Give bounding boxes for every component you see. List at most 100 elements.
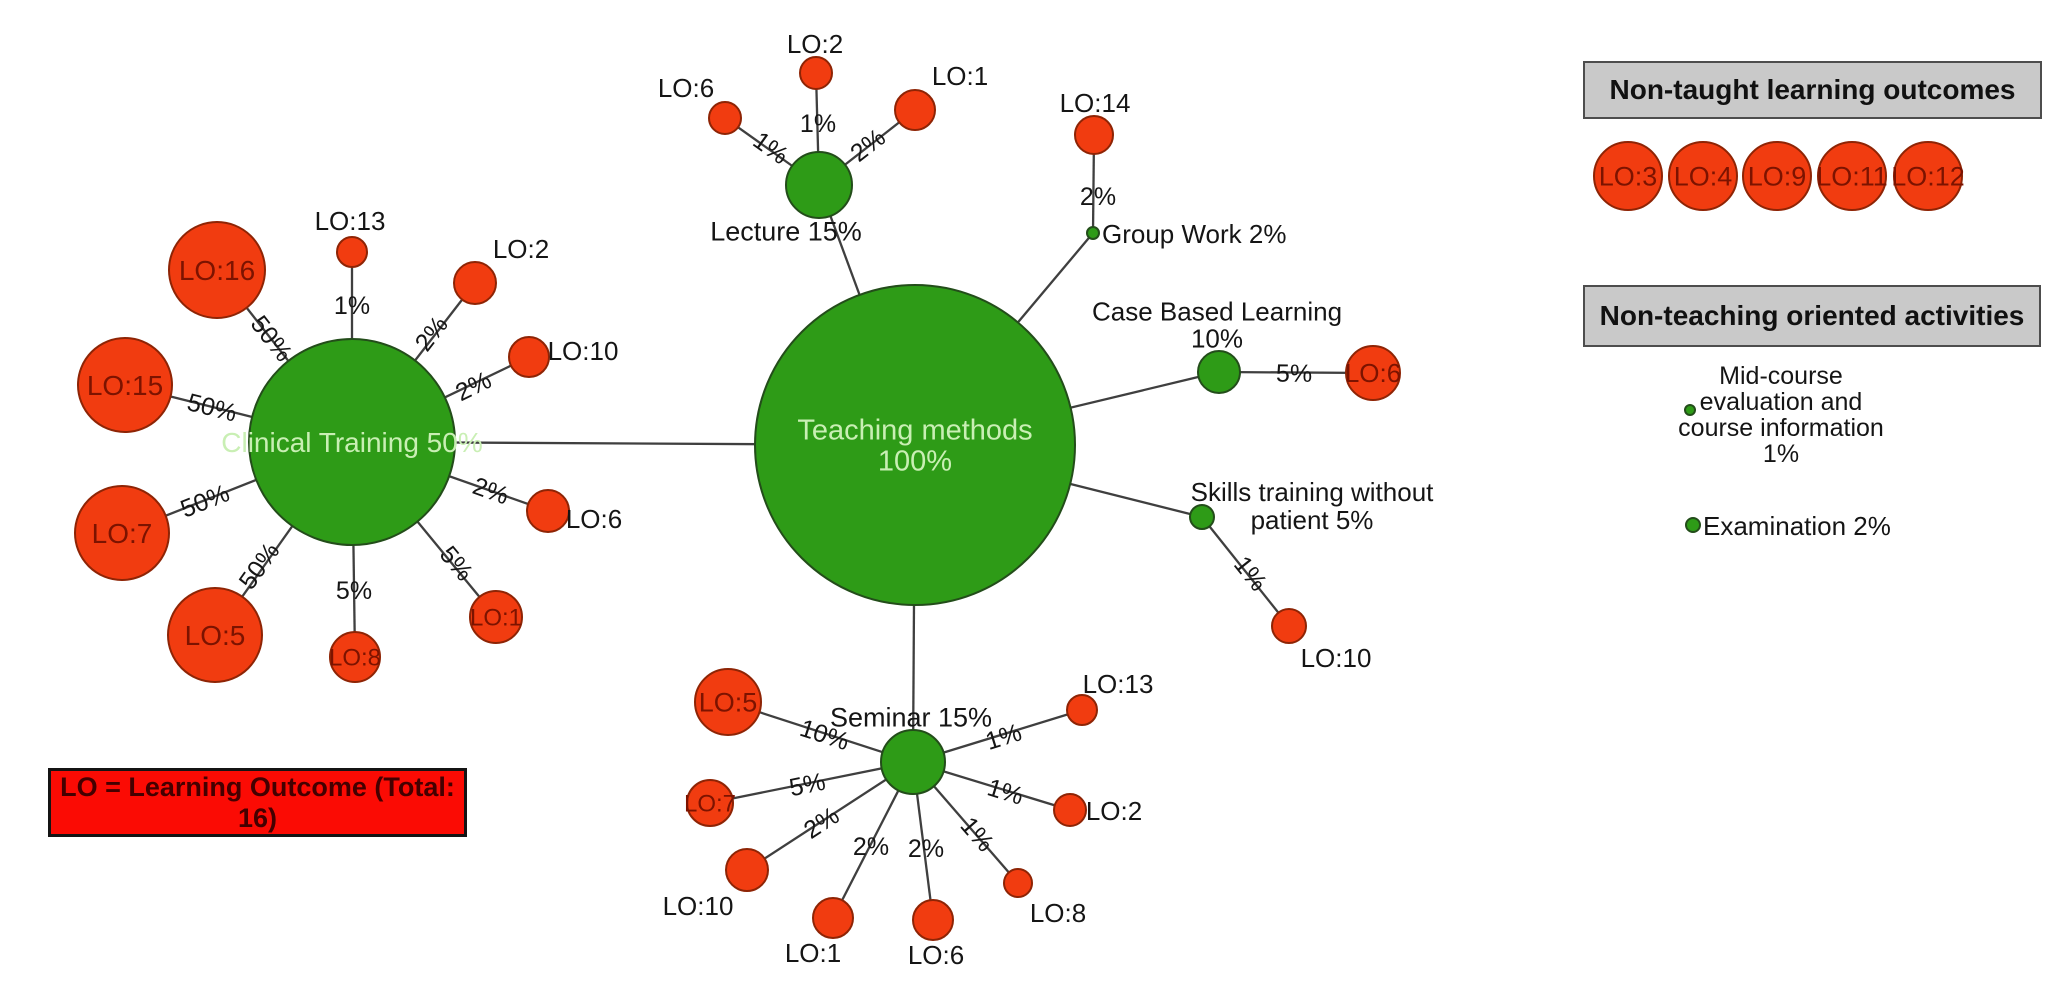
edge-label-clinical-training--ct-lo1: 5% bbox=[434, 541, 479, 587]
label-line: Clinical Training 50% bbox=[221, 427, 482, 458]
label-lec-lo2: LO:2 bbox=[787, 29, 843, 59]
label-line: course information bbox=[1678, 414, 1884, 442]
edge-seminar--sem-lo7 bbox=[709, 760, 914, 805]
node-label-clinical-training: Clinical Training 50% bbox=[221, 427, 482, 458]
label-ct-lo2: LO:2 bbox=[493, 234, 549, 264]
label-ct-lo10: LO:10 bbox=[548, 336, 619, 366]
node-mid-course bbox=[1684, 404, 1696, 416]
label-line: Teaching methods bbox=[797, 415, 1032, 447]
edge-label-clinical-training--ct-lo13: 1% bbox=[334, 292, 370, 320]
node-clinical-training bbox=[248, 338, 456, 546]
label-line: LO:14 bbox=[1060, 88, 1131, 118]
node-seminar bbox=[880, 729, 946, 795]
node-ct-lo5 bbox=[167, 587, 263, 683]
node-nt-lo11 bbox=[1817, 141, 1887, 211]
label-line: Skills training without bbox=[1191, 477, 1435, 507]
label-line: LO:2 bbox=[1086, 796, 1142, 826]
node-nt-lo3 bbox=[1593, 141, 1663, 211]
learning-outcome-legend: LO = Learning Outcome (Total: 16) bbox=[48, 768, 467, 837]
node-sk-lo10 bbox=[1271, 608, 1307, 644]
label-sem-lo10: LO:10 bbox=[663, 891, 734, 921]
node-ct-lo6 bbox=[526, 489, 570, 533]
non-taught-outcomes-header: Non-taught learning outcomes bbox=[1583, 61, 2042, 119]
label-line: LO:13 bbox=[315, 206, 386, 236]
non-teaching-activities-header: Non-teaching oriented activities bbox=[1583, 285, 2041, 347]
label-line: LO:16 bbox=[179, 255, 255, 286]
edge-label-clinical-training--ct-lo7: 50% bbox=[177, 479, 234, 523]
label-line: LO:1 bbox=[785, 938, 841, 968]
label-line: LO:5 bbox=[185, 620, 246, 651]
label-line: evaluation and bbox=[1700, 388, 1863, 416]
node-group-work bbox=[1086, 226, 1100, 240]
node-label-ct-lo1: LO:1 bbox=[470, 604, 522, 631]
node-nt-lo12 bbox=[1893, 141, 1963, 211]
label-line: Group Work 2% bbox=[1102, 219, 1286, 249]
edge-label-clinical-training--ct-lo6: 2% bbox=[469, 472, 512, 510]
label-mid-course: Mid-course evaluation and course informati… bbox=[1678, 362, 1884, 468]
label-line: Seminar 15% bbox=[830, 702, 992, 732]
label-seminar: Seminar 15% bbox=[830, 702, 992, 732]
label-line: LO:12 bbox=[1891, 161, 1965, 191]
node-nt-lo9 bbox=[1742, 141, 1812, 211]
label-line: LO:8 bbox=[1030, 898, 1086, 928]
label-line: 10% bbox=[1191, 324, 1243, 354]
node-ct-lo2 bbox=[453, 261, 497, 305]
node-sem-lo8 bbox=[1003, 868, 1033, 898]
edge-label-seminar--sem-lo7: 5% bbox=[787, 768, 828, 803]
label-line: LO:10 bbox=[1301, 643, 1372, 673]
node-label-nt-lo12: LO:12 bbox=[1891, 161, 1965, 191]
label-line: Case Based Learning bbox=[1092, 297, 1342, 327]
node-lec-lo2 bbox=[799, 56, 833, 90]
label-line: Lecture 15% bbox=[710, 216, 862, 246]
label-line: LO:15 bbox=[87, 370, 163, 401]
label-sem-lo8: LO:8 bbox=[1030, 898, 1086, 928]
label-lo14: LO:14 bbox=[1060, 88, 1131, 118]
label-line: LO:7 bbox=[684, 790, 736, 817]
label-line: LO:7 bbox=[92, 518, 153, 549]
edge-label-lecture--lec-lo1: 2% bbox=[845, 123, 891, 167]
node-ct-lo10 bbox=[508, 336, 550, 378]
label-ct-lo13: LO:13 bbox=[315, 206, 386, 236]
node-ct-lo7 bbox=[74, 485, 170, 581]
edge-label-clinical-training--ct-lo8: 5% bbox=[336, 577, 372, 605]
edge-label-clinical-training--ct-lo10: 2% bbox=[451, 366, 496, 407]
label-skills-training: Skills training without patient 5% bbox=[1191, 477, 1435, 535]
node-cbl-lo6 bbox=[1345, 345, 1401, 401]
node-label-nt-lo3: LO:3 bbox=[1599, 161, 1658, 191]
node-sem-lo6 bbox=[912, 899, 954, 941]
node-label-nt-lo11: LO:11 bbox=[1816, 161, 1888, 191]
edge-label-seminar--sem-lo2: 1% bbox=[984, 773, 1027, 810]
label-sem-lo13: LO:13 bbox=[1083, 669, 1154, 699]
label-examination: Examination 2% bbox=[1703, 511, 1891, 541]
edge-skills-training--sk-lo10 bbox=[1201, 516, 1290, 627]
node-sem-lo13 bbox=[1066, 694, 1098, 726]
label-line: 100% bbox=[878, 446, 952, 478]
label-line: LO:6 bbox=[1345, 358, 1401, 388]
label-line: LO:2 bbox=[493, 234, 549, 264]
node-label-ct-lo7: LO:7 bbox=[92, 518, 153, 549]
label-sem-lo1: LO:1 bbox=[785, 938, 841, 968]
label-line: LO:9 bbox=[1748, 161, 1807, 191]
node-teaching-methods bbox=[754, 284, 1076, 606]
node-sem-lo1 bbox=[812, 897, 854, 939]
node-sem-lo10 bbox=[725, 848, 769, 892]
node-lecture bbox=[785, 151, 853, 219]
node-examination bbox=[1685, 517, 1701, 533]
node-case-based-learning bbox=[1197, 350, 1241, 394]
node-nt-lo4 bbox=[1668, 141, 1738, 211]
label-lec-lo6: LO:6 bbox=[658, 73, 714, 103]
node-label-cbl-lo6: LO:6 bbox=[1345, 358, 1401, 388]
label-line: LO:6 bbox=[566, 504, 622, 534]
label-line: LO:1 bbox=[470, 604, 522, 631]
label-line: LO:6 bbox=[658, 73, 714, 103]
edge-label-seminar--sem-lo6: 2% bbox=[908, 835, 944, 863]
label-line: LO:11 bbox=[1816, 161, 1888, 191]
label-line: LO:10 bbox=[548, 336, 619, 366]
label-line: Mid-course bbox=[1719, 362, 1843, 390]
node-lo14 bbox=[1074, 115, 1114, 155]
label-sem-lo6: LO:6 bbox=[908, 940, 964, 970]
label-line: LO:3 bbox=[1599, 161, 1658, 191]
edge-seminar--sem-lo10 bbox=[746, 761, 914, 871]
